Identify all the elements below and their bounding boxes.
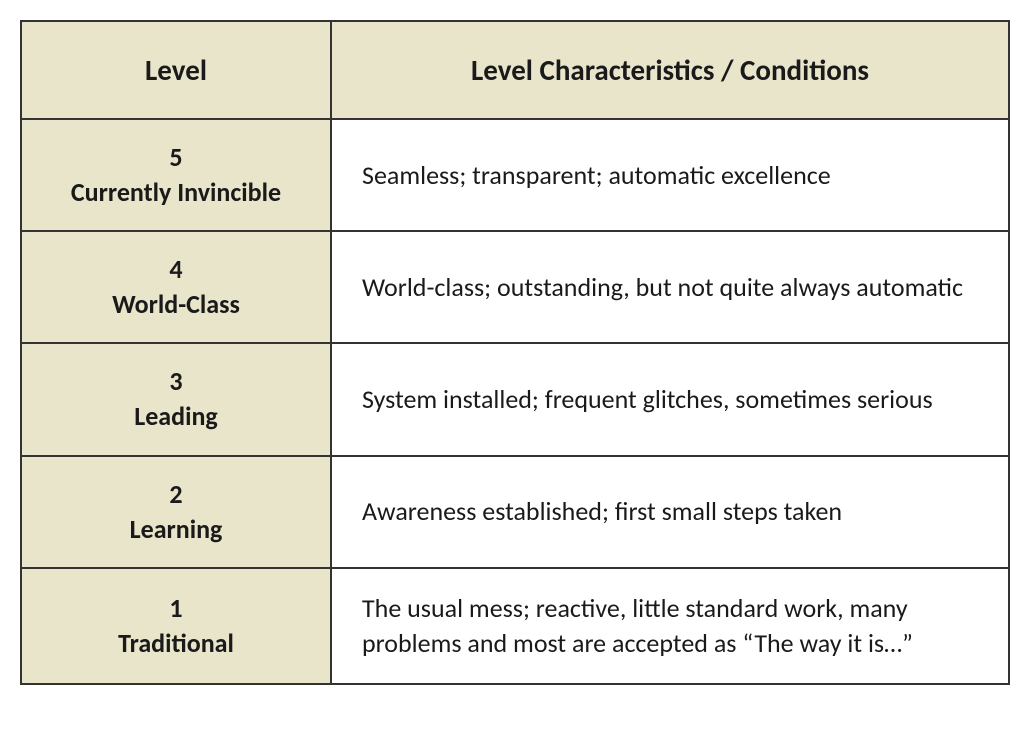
level-cell-5: 5 Currently Invincible [21,119,331,231]
level-description: Awareness established; first small steps… [331,456,1009,568]
table-row: 2 Learning Awareness established; first … [21,456,1009,568]
table-row: 3 Leading System installed; frequent gli… [21,343,1009,455]
level-cell-3: 3 Leading [21,343,331,455]
level-name: Currently Invincible [37,175,315,210]
level-cell-2: 2 Learning [21,456,331,568]
level-number: 5 [37,140,315,175]
level-cell-4: 4 World-Class [21,231,331,343]
level-number: 1 [37,591,315,626]
level-description: Seamless; transparent; automatic excelle… [331,119,1009,231]
level-description: World-class; outstanding, but not quite … [331,231,1009,343]
level-name: Learning [37,512,315,547]
table-row: 4 World-Class World-class; outstanding, … [21,231,1009,343]
header-level: Level [21,21,331,119]
level-name: Traditional [37,626,315,661]
table-header-row: Level Level Characteristics / Conditions [21,21,1009,119]
header-characteristics: Level Characteristics / Conditions [331,21,1009,119]
level-number: 2 [37,477,315,512]
level-description: System installed; frequent glitches, som… [331,343,1009,455]
table-row: 5 Currently Invincible Seamless; transpa… [21,119,1009,231]
level-number: 3 [37,364,315,399]
level-number: 4 [37,252,315,287]
table-row: 1 Traditional The usual mess; reactive, … [21,568,1009,684]
level-cell-1: 1 Traditional [21,568,331,684]
levels-table: Level Level Characteristics / Conditions… [20,20,1010,685]
level-name: World-Class [37,287,315,322]
level-name: Leading [37,399,315,434]
level-description: The usual mess; reactive, little standar… [331,568,1009,684]
